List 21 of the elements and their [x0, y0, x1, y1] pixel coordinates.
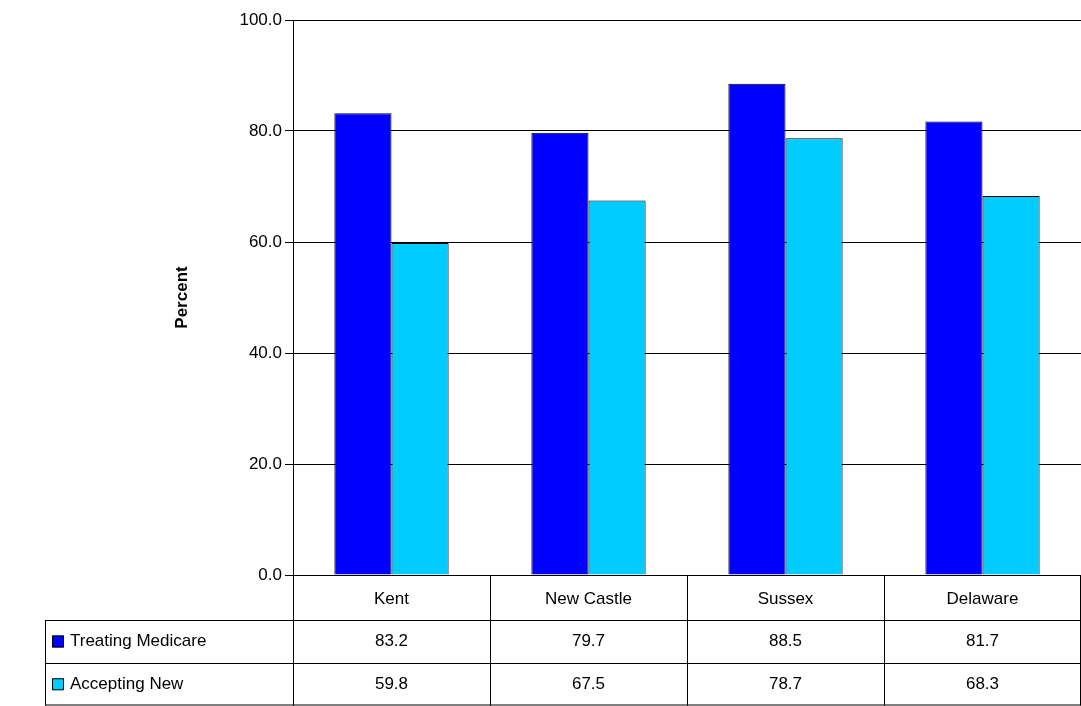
x-tick-label: Sussex	[757, 588, 814, 608]
y-axis-title: Percent	[171, 265, 191, 329]
data-label: 59.8	[374, 673, 409, 693]
x-tick-label: Kent	[374, 588, 410, 608]
y-tick-label: 60.0	[248, 231, 282, 251]
data-label: 81.7	[965, 631, 1000, 651]
y-tick-label: 100.0	[239, 9, 282, 29]
data-label: 78.7	[768, 673, 803, 693]
y-tick-label: 40.0	[248, 342, 282, 362]
data-label: 67.5	[571, 673, 606, 693]
y-tick-label: 0.0	[258, 564, 282, 584]
data-label: 83.2	[374, 631, 409, 651]
y-tick-label: 80.0	[248, 120, 282, 140]
legend-label: Treating Medicare	[70, 631, 207, 651]
x-tick-label: Delaware	[946, 588, 1019, 608]
data-label: 79.7	[571, 631, 606, 651]
legend-label: Accepting New	[70, 673, 185, 693]
y-tick-label: 20.0	[248, 453, 282, 473]
data-label: 88.5	[768, 631, 803, 651]
x-tick-label: New Castle	[545, 588, 632, 608]
data-label: 68.3	[965, 673, 1000, 693]
